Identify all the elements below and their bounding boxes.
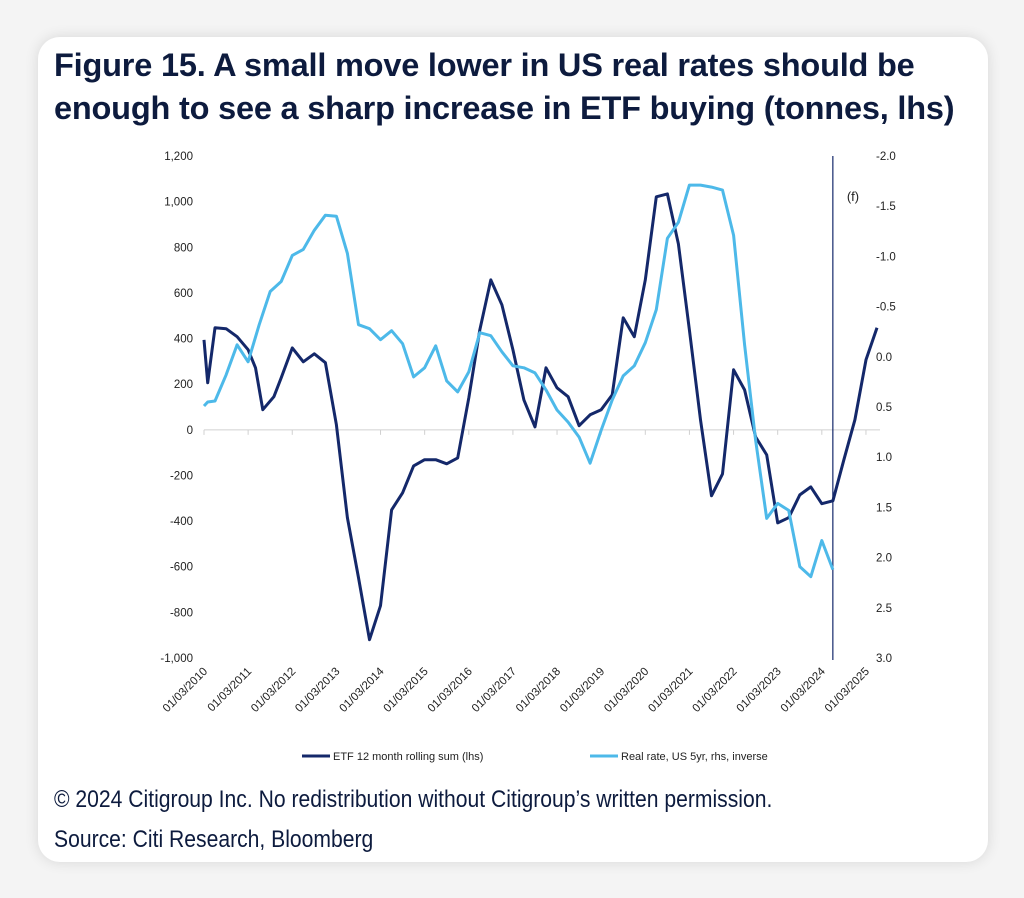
y-left-tick-label: 800 <box>174 242 193 254</box>
y-right-tick-label: 1.0 <box>876 452 892 464</box>
x-tick-label: 01/03/2021 <box>646 666 695 715</box>
x-tick-label: 01/03/2010 <box>161 666 210 715</box>
y-left-tick-label: -400 <box>170 516 193 528</box>
figure-card <box>38 37 988 862</box>
y-left-tick-label: -1,000 <box>160 653 193 665</box>
y-left-tick-label: -800 <box>170 607 193 619</box>
x-tick-label: 01/03/2018 <box>514 666 563 715</box>
series-line-etf <box>202 192 879 642</box>
chart-title: Figure 15. A small move lower in US real… <box>54 47 955 126</box>
series-lines <box>202 183 879 642</box>
copyright-note: © 2024 Citigroup Inc. No redistribution … <box>54 786 773 813</box>
legend: ETF 12 month rolling sum (lhs) Real rate,… <box>302 751 768 763</box>
x-tick-label: 01/03/2025 <box>823 666 872 715</box>
legend-label: ETF 12 month rolling sum (lhs) <box>333 751 483 763</box>
x-tick-label: 01/03/2019 <box>558 666 607 715</box>
x-tick-label: 01/03/2011 <box>206 666 255 715</box>
y-left-tick-label: 1,000 <box>164 197 193 209</box>
y-left-tick-label: -600 <box>170 562 193 574</box>
y-left-tick-label: 600 <box>174 288 193 300</box>
x-tick-label: 01/03/2020 <box>602 666 651 715</box>
y-right-tick-label: -1.0 <box>876 251 896 263</box>
legend-label: Real rate, US 5yr, rhs, inverse <box>621 751 768 763</box>
y-right-tick-label: 2.5 <box>876 603 892 615</box>
y-right-tick-label: 3.0 <box>876 653 892 665</box>
y-right-tick-label: -1.5 <box>876 201 896 213</box>
y-right-tick-label: 0.0 <box>876 352 892 364</box>
axes: 01/03/201001/03/201101/03/201201/03/2013… <box>160 151 895 715</box>
forecast-label: (f) <box>847 189 859 204</box>
x-tick-label: 01/03/2015 <box>382 666 431 715</box>
y-right-tick-label: 0.5 <box>876 402 892 414</box>
x-tick-label: 01/03/2023 <box>735 666 784 715</box>
y-right-tick-label: 1.5 <box>876 502 892 514</box>
x-tick-label: 01/03/2024 <box>779 665 829 715</box>
x-tick-label: 01/03/2022 <box>690 666 739 715</box>
x-tick-label: 01/03/2013 <box>293 666 342 715</box>
x-tick-label: 01/03/2012 <box>249 666 298 715</box>
source-note: Source: Citi Research, Bloomberg <box>54 826 374 853</box>
y-right-tick-label: -2.0 <box>876 151 896 163</box>
y-right-tick-label: -0.5 <box>876 302 896 314</box>
x-tick-label: 01/03/2016 <box>426 666 475 715</box>
x-tick-label: 01/03/2014 <box>337 665 387 715</box>
y-left-tick-label: 1,200 <box>164 151 193 163</box>
y-left-tick-label: -200 <box>170 470 193 482</box>
y-left-tick-label: 400 <box>174 334 193 346</box>
x-tick-label: 01/03/2017 <box>470 666 519 715</box>
y-right-tick-label: 2.0 <box>876 553 892 565</box>
series-line-real-rate <box>202 183 835 579</box>
y-left-tick-label: 200 <box>174 379 193 391</box>
y-left-tick-label: 0 <box>187 425 193 437</box>
